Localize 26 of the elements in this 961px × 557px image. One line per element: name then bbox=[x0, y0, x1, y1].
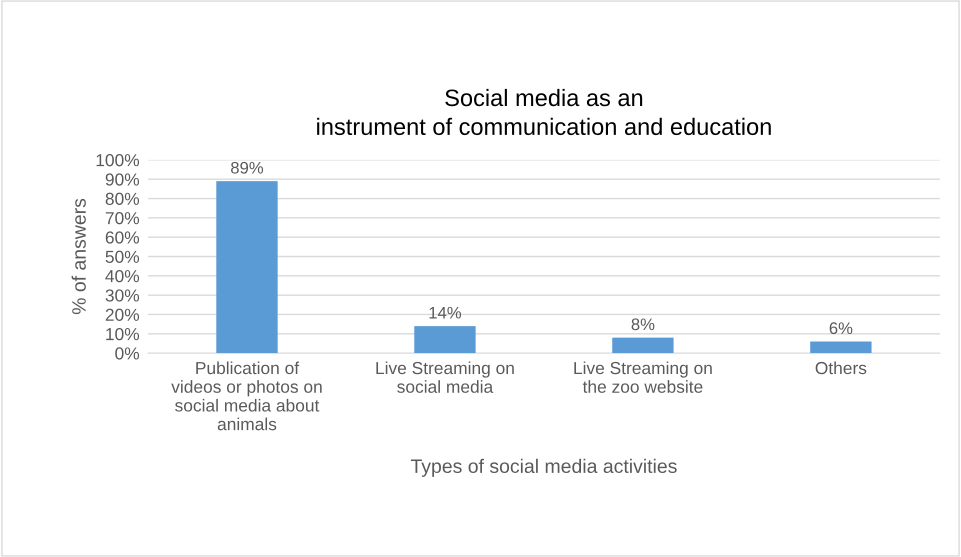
x-tick-label: Live Streaming on social media bbox=[376, 361, 514, 393]
x-tick-label: Publication of videos or photos on social media about animals bbox=[171, 361, 322, 430]
y-tick-label: 20% bbox=[106, 308, 140, 321]
y-tick-label: 40% bbox=[105, 270, 140, 282]
y-tick-label: 70% bbox=[106, 212, 140, 224]
y-tick-label: 50% bbox=[106, 250, 140, 263]
y-tick-label: 60% bbox=[106, 231, 140, 244]
x-axis-title: Types of social media activities bbox=[410, 458, 677, 477]
data-label: 6% bbox=[830, 322, 852, 334]
bar bbox=[216, 181, 278, 354]
y-tick-label: 90% bbox=[106, 173, 140, 186]
data-label: 14% bbox=[430, 306, 462, 319]
y-axis-title: % of answers bbox=[72, 198, 86, 314]
x-tick-label: Others bbox=[816, 361, 866, 374]
y-tick-label: 30% bbox=[106, 289, 140, 302]
chart-title: Social media as an instrument of communication and education bbox=[317, 88, 771, 136]
bar bbox=[810, 342, 872, 354]
data-label: 89% bbox=[231, 162, 264, 174]
bar bbox=[612, 338, 674, 354]
x-tick-label: Live Streaming on the zoo website bbox=[574, 361, 712, 393]
y-tick-label: 0% bbox=[115, 347, 140, 360]
y-tick-label: 10% bbox=[106, 328, 140, 340]
y-tick-label: 100% bbox=[96, 154, 140, 166]
y-tick-label: 80% bbox=[106, 192, 140, 205]
bar bbox=[414, 326, 476, 354]
data-label: 8% bbox=[632, 318, 654, 330]
